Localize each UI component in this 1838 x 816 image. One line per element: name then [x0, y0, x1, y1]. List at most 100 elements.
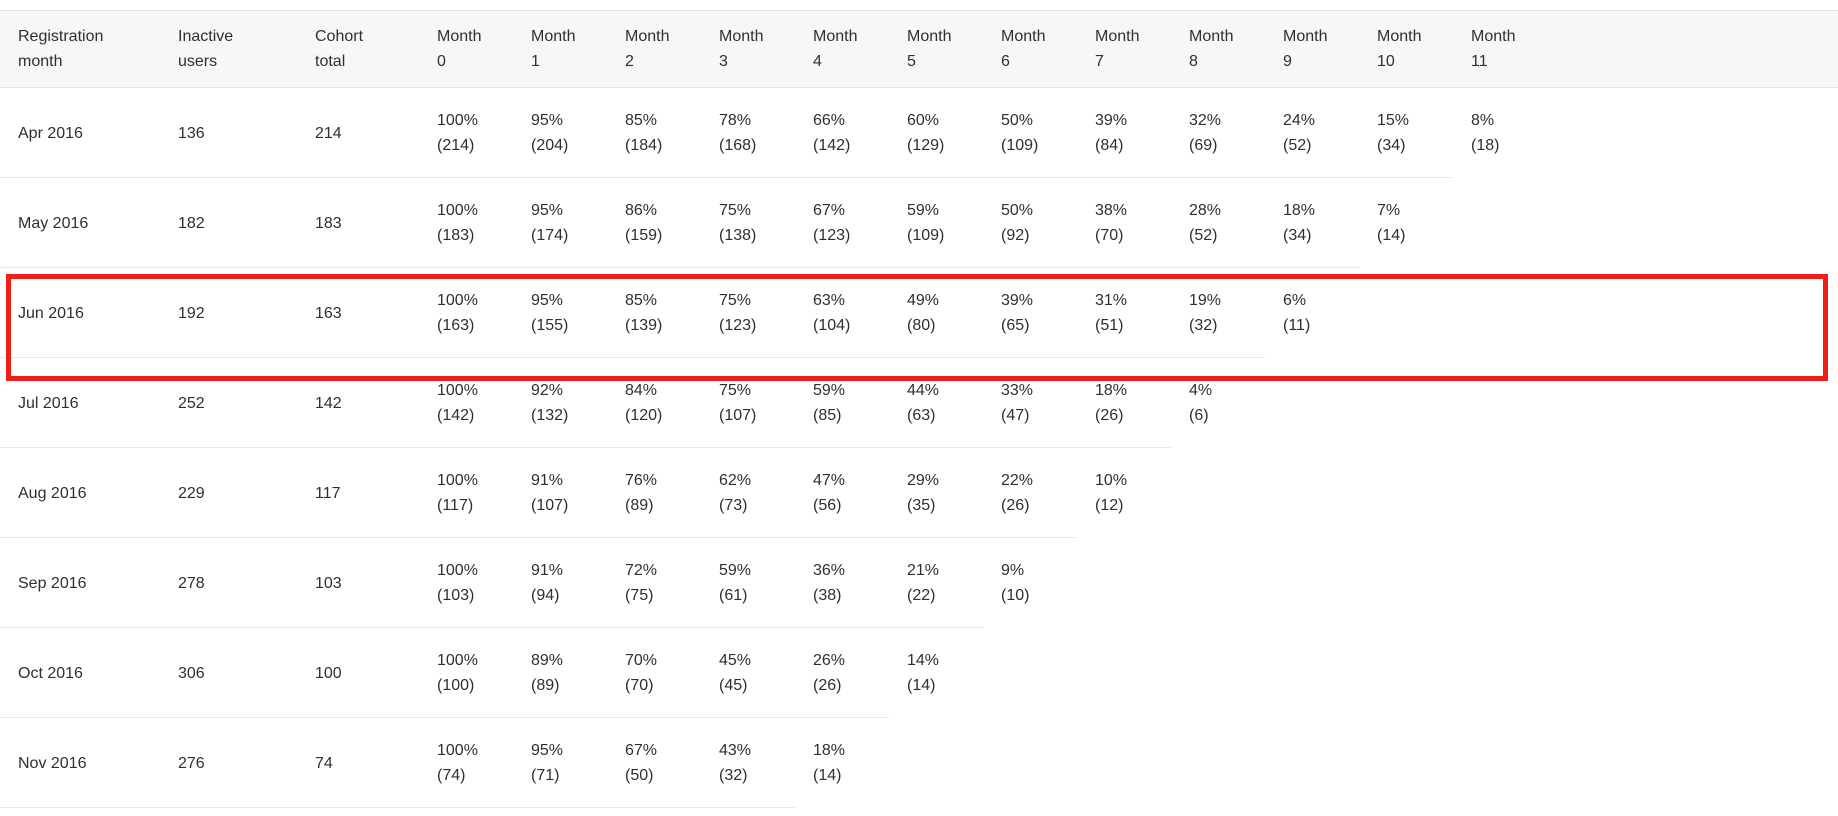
retention-count: (14) [813, 767, 842, 784]
retention-percent: 95% [531, 112, 564, 129]
inactive-users-cell: 276 [160, 718, 297, 808]
retention-percent: 86% [625, 202, 658, 219]
registration-month-cell: May 2016 [0, 178, 160, 268]
retention-percent: 8% [1471, 112, 1495, 129]
retention-percent: 39% [1001, 292, 1034, 309]
inactive-users-cell: 136 [160, 88, 297, 178]
column-header-label-line2: 3 [719, 53, 728, 70]
retention-cell-month-5: 49% (80) [889, 268, 983, 358]
retention-count: (123) [813, 227, 851, 244]
retention-percent: 78% [719, 112, 752, 129]
retention-cell-month-8 [1171, 718, 1265, 808]
retention-count: (56) [813, 497, 842, 514]
column-header-label-line2: total [315, 53, 346, 70]
inactive-users-cell: 229 [160, 448, 297, 538]
column-header-label: Month [625, 28, 670, 45]
retention-percent: 24% [1283, 112, 1316, 129]
column-header-label: Month [813, 28, 858, 45]
retention-cell-month-6 [983, 718, 1077, 808]
column-header-label-line2: 4 [813, 53, 822, 70]
retention-count: (70) [625, 677, 654, 694]
retention-percent: 85% [625, 112, 658, 129]
row-filler-cell [1547, 628, 1838, 718]
retention-count: (74) [437, 767, 466, 784]
column-header-label: Month [1377, 28, 1422, 45]
retention-cell-month-8 [1171, 448, 1265, 538]
retention-cell-month-10: 15% (34) [1359, 88, 1453, 178]
row-filler-cell [1547, 88, 1838, 178]
retention-percent: 100% [437, 112, 478, 129]
retention-percent: 75% [719, 382, 752, 399]
retention-count: (85) [813, 407, 842, 424]
row-filler-cell [1547, 268, 1838, 358]
inactive-users-cell: 252 [160, 358, 297, 448]
retention-cell-month-11 [1453, 538, 1547, 628]
column-header-month-4: Month 4 [795, 10, 889, 88]
retention-cell-month-8: 28% (52) [1171, 178, 1265, 268]
retention-percent: 100% [437, 652, 478, 669]
retention-percent: 22% [1001, 472, 1034, 489]
retention-count: (117) [437, 497, 474, 514]
retention-percent: 10% [1095, 472, 1128, 489]
column-header-month-0: Month 0 [419, 10, 513, 88]
retention-cell-month-10: 7% (14) [1359, 178, 1453, 268]
retention-count: (70) [1095, 227, 1124, 244]
column-header-month-1: Month 1 [513, 10, 607, 88]
retention-percent: 50% [1001, 202, 1034, 219]
retention-cell-month-9: 6% (11) [1265, 268, 1359, 358]
retention-cell-month-3: 45% (45) [701, 628, 795, 718]
retention-percent: 59% [719, 562, 752, 579]
retention-cell-month-3: 62% (73) [701, 448, 795, 538]
cohort-total-cell: 117 [297, 448, 419, 538]
retention-cell-month-0: 100% (183) [419, 178, 513, 268]
retention-percent: 29% [907, 472, 940, 489]
cohort-total-cell: 214 [297, 88, 419, 178]
retention-percent: 100% [437, 562, 478, 579]
retention-percent: 18% [1095, 382, 1128, 399]
registration-month-cell: Sep 2016 [0, 538, 160, 628]
inactive-users-cell: 278 [160, 538, 297, 628]
retention-cell-month-10 [1359, 538, 1453, 628]
cohort-retention-table: Registration month Inactive users Cohort tota… [0, 10, 1838, 808]
retention-percent: 4% [1189, 382, 1213, 399]
retention-count: (183) [437, 227, 475, 244]
retention-count: (26) [1001, 497, 1030, 514]
retention-cell-month-5: 29% (35) [889, 448, 983, 538]
retention-cell-month-2: 84% (120) [607, 358, 701, 448]
retention-cell-month-5: 21% (22) [889, 538, 983, 628]
table-body: Apr 2016 136 214 100% (214) 95% (204) 85% (184) 7… [0, 88, 1838, 808]
inactive-users-cell: 182 [160, 178, 297, 268]
retention-cell-month-7 [1077, 538, 1171, 628]
retention-cell-month-0: 100% (163) [419, 268, 513, 358]
retention-percent: 85% [625, 292, 658, 309]
row-filler-cell [1547, 718, 1838, 808]
header-row: Registration month Inactive users Cohort tota… [0, 10, 1838, 88]
retention-cell-month-4: 36% (38) [795, 538, 889, 628]
table-header: Registration month Inactive users Cohort tota… [0, 10, 1838, 88]
column-header-label: Month [719, 28, 764, 45]
retention-percent: 49% [907, 292, 940, 309]
column-header-label-line2: 7 [1095, 53, 1104, 70]
retention-cell-month-3: 43% (32) [701, 718, 795, 808]
retention-count: (89) [625, 497, 654, 514]
retention-percent: 47% [813, 472, 846, 489]
cohort-total-cell: 163 [297, 268, 419, 358]
column-header-label: Month [1001, 28, 1046, 45]
row-filler-cell [1547, 448, 1838, 538]
row-filler-cell [1547, 358, 1838, 448]
retention-cell-month-2: 85% (184) [607, 88, 701, 178]
cohort-total-cell: 74 [297, 718, 419, 808]
retention-count: (155) [531, 317, 569, 334]
retention-cell-month-8: 32% (69) [1171, 88, 1265, 178]
retention-percent: 44% [907, 382, 940, 399]
retention-cell-month-2: 76% (89) [607, 448, 701, 538]
column-header-month-2: Month 2 [607, 10, 701, 88]
retention-cell-month-1: 95% (71) [513, 718, 607, 808]
retention-cell-month-4: 26% (26) [795, 628, 889, 718]
retention-count: (75) [625, 587, 654, 604]
retention-count: (22) [907, 587, 936, 604]
table-row-may-2016: May 2016 182 183 100% (183) 95% (174) 86% (159) 7… [0, 178, 1838, 268]
retention-cell-month-1: 92% (132) [513, 358, 607, 448]
registration-month-cell: Nov 2016 [0, 718, 160, 808]
retention-count: (107) [719, 407, 757, 424]
